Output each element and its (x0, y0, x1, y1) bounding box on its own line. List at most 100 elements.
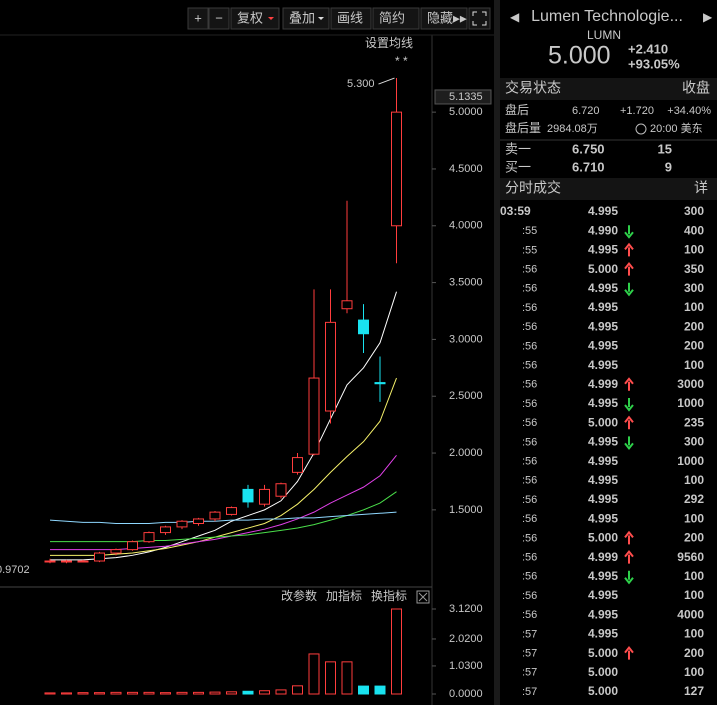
ask-label: 卖一 (505, 141, 531, 156)
volume-chart: 改参数 加指标 换指标 3.1200 2.0200 1.0300 0.0000 (44, 588, 483, 700)
volume-bar (226, 691, 237, 695)
volume-bar (358, 685, 369, 695)
after-label: 盘后 (505, 102, 529, 117)
trade-arrow (624, 225, 634, 239)
trade-volume: 100 (684, 243, 704, 257)
trade-arrow (624, 261, 634, 276)
toolbar-button[interactable] (372, 7, 420, 30)
trade-volume: 1000 (677, 454, 704, 468)
dropdown-icon (318, 17, 324, 20)
indicator-button[interactable]: 换指标 (371, 588, 407, 603)
toolbar-label: + (194, 10, 202, 25)
candle-body (209, 511, 221, 520)
trade-volume: 100 (684, 569, 704, 583)
trade-volume: 200 (684, 319, 704, 333)
y-tick-label: 4.5000 (449, 163, 483, 175)
trade-time: :56 (522, 609, 537, 621)
toolbar-label: 简约 (379, 10, 405, 25)
candle-body (374, 382, 386, 385)
status-bar (500, 78, 717, 100)
expand-button[interactable] (468, 7, 491, 30)
trade-time: :57 (522, 686, 537, 698)
candle-body (358, 319, 369, 335)
volume-bar (259, 690, 270, 695)
trade-volume: 300 (684, 435, 704, 449)
star-icon: * * (395, 54, 408, 68)
trade-price: 4.995 (588, 243, 618, 257)
ask-price: 6.750 (572, 141, 605, 156)
candle-body (44, 560, 56, 563)
toolbar-label: 画线 (337, 10, 363, 25)
after-change: +1.720 (620, 105, 654, 117)
trade-price: 4.995 (588, 339, 618, 353)
after-time: 20:00 美东 (650, 122, 703, 135)
volume-bar (209, 691, 221, 695)
indicator-button[interactable]: 加指标 (326, 588, 362, 603)
price-change: +2.410 (628, 41, 668, 56)
trade-volume: 200 (684, 531, 704, 545)
toolbar-label: 叠加 (289, 10, 315, 25)
candle-body (61, 560, 72, 563)
trade-time: :57 (522, 648, 537, 660)
toolbar-button[interactable] (330, 7, 372, 30)
y-tick-label: 2.0200 (449, 633, 483, 645)
trade-price: 5.000 (588, 646, 618, 660)
ma-line (50, 377, 397, 556)
volume-bar (193, 691, 204, 695)
toolbar-button[interactable] (230, 7, 280, 30)
trade-time: :56 (522, 417, 537, 429)
volume-bar (77, 692, 89, 695)
y-tick-label: 3.5000 (449, 276, 483, 288)
trade-time: :56 (522, 513, 537, 525)
ma-line (49, 511, 397, 524)
trade-time: 03:59 (500, 204, 531, 218)
high-arrow (378, 77, 395, 85)
close-button[interactable] (416, 590, 430, 604)
toolbar-button[interactable] (187, 7, 209, 30)
scrollbar[interactable] (494, 0, 500, 705)
arrow-right[interactable]: ▶ (703, 10, 713, 24)
trade-volume: 292 (684, 492, 704, 506)
y-tick-label: 2.5000 (449, 390, 483, 402)
trade-volume: 235 (684, 415, 704, 429)
toolbar-button[interactable] (282, 7, 330, 30)
price-change-pct: +93.05% (628, 56, 680, 71)
trade-arrow (624, 530, 634, 545)
trade-volume: 100 (684, 627, 704, 641)
trade-time: :57 (522, 667, 537, 679)
trade-volume: 1000 (677, 396, 704, 410)
arrow-left[interactable]: ◀ (510, 10, 520, 24)
y-tick-label: 3.0000 (449, 333, 483, 345)
trade-arrow (624, 645, 634, 660)
volume-bar (292, 685, 303, 695)
price-chart: 5.0000 4.5000 4.0000 3.5000 3.0000 2.5000 2.00… (0, 77, 492, 576)
low-label: 0.9702 (0, 564, 30, 576)
trade-volume: 4000 (677, 607, 704, 621)
volume-bar (341, 661, 353, 695)
indicator-button[interactable]: 改参数 (281, 588, 317, 603)
trade-time: :56 (522, 360, 537, 372)
volume-bar (325, 661, 336, 695)
trade-price: 4.995 (588, 511, 618, 525)
trade-price: 4.995 (588, 204, 618, 218)
trade-time: :56 (522, 321, 537, 333)
candle-body (193, 518, 204, 524)
trade-price: 4.995 (588, 473, 618, 487)
candle-body (341, 300, 353, 310)
trades-detail[interactable]: 详 (694, 180, 708, 196)
trade-price: 4.999 (588, 550, 618, 564)
ma-setting[interactable]: 设置均线 (365, 36, 413, 50)
trade-time: :56 (522, 571, 537, 583)
trade-volume: 100 (684, 473, 704, 487)
trade-time: :56 (522, 340, 537, 352)
ma-line (50, 491, 397, 543)
toolbar-button[interactable] (208, 7, 230, 30)
candle-body (391, 111, 402, 227)
after-vol-label: 盘后量 (505, 120, 541, 135)
candle-body (259, 488, 270, 505)
trade-price: 4.995 (588, 281, 618, 295)
toolbar-button[interactable] (420, 7, 468, 30)
candle-body (143, 532, 155, 543)
trade-price: 4.995 (588, 300, 618, 314)
